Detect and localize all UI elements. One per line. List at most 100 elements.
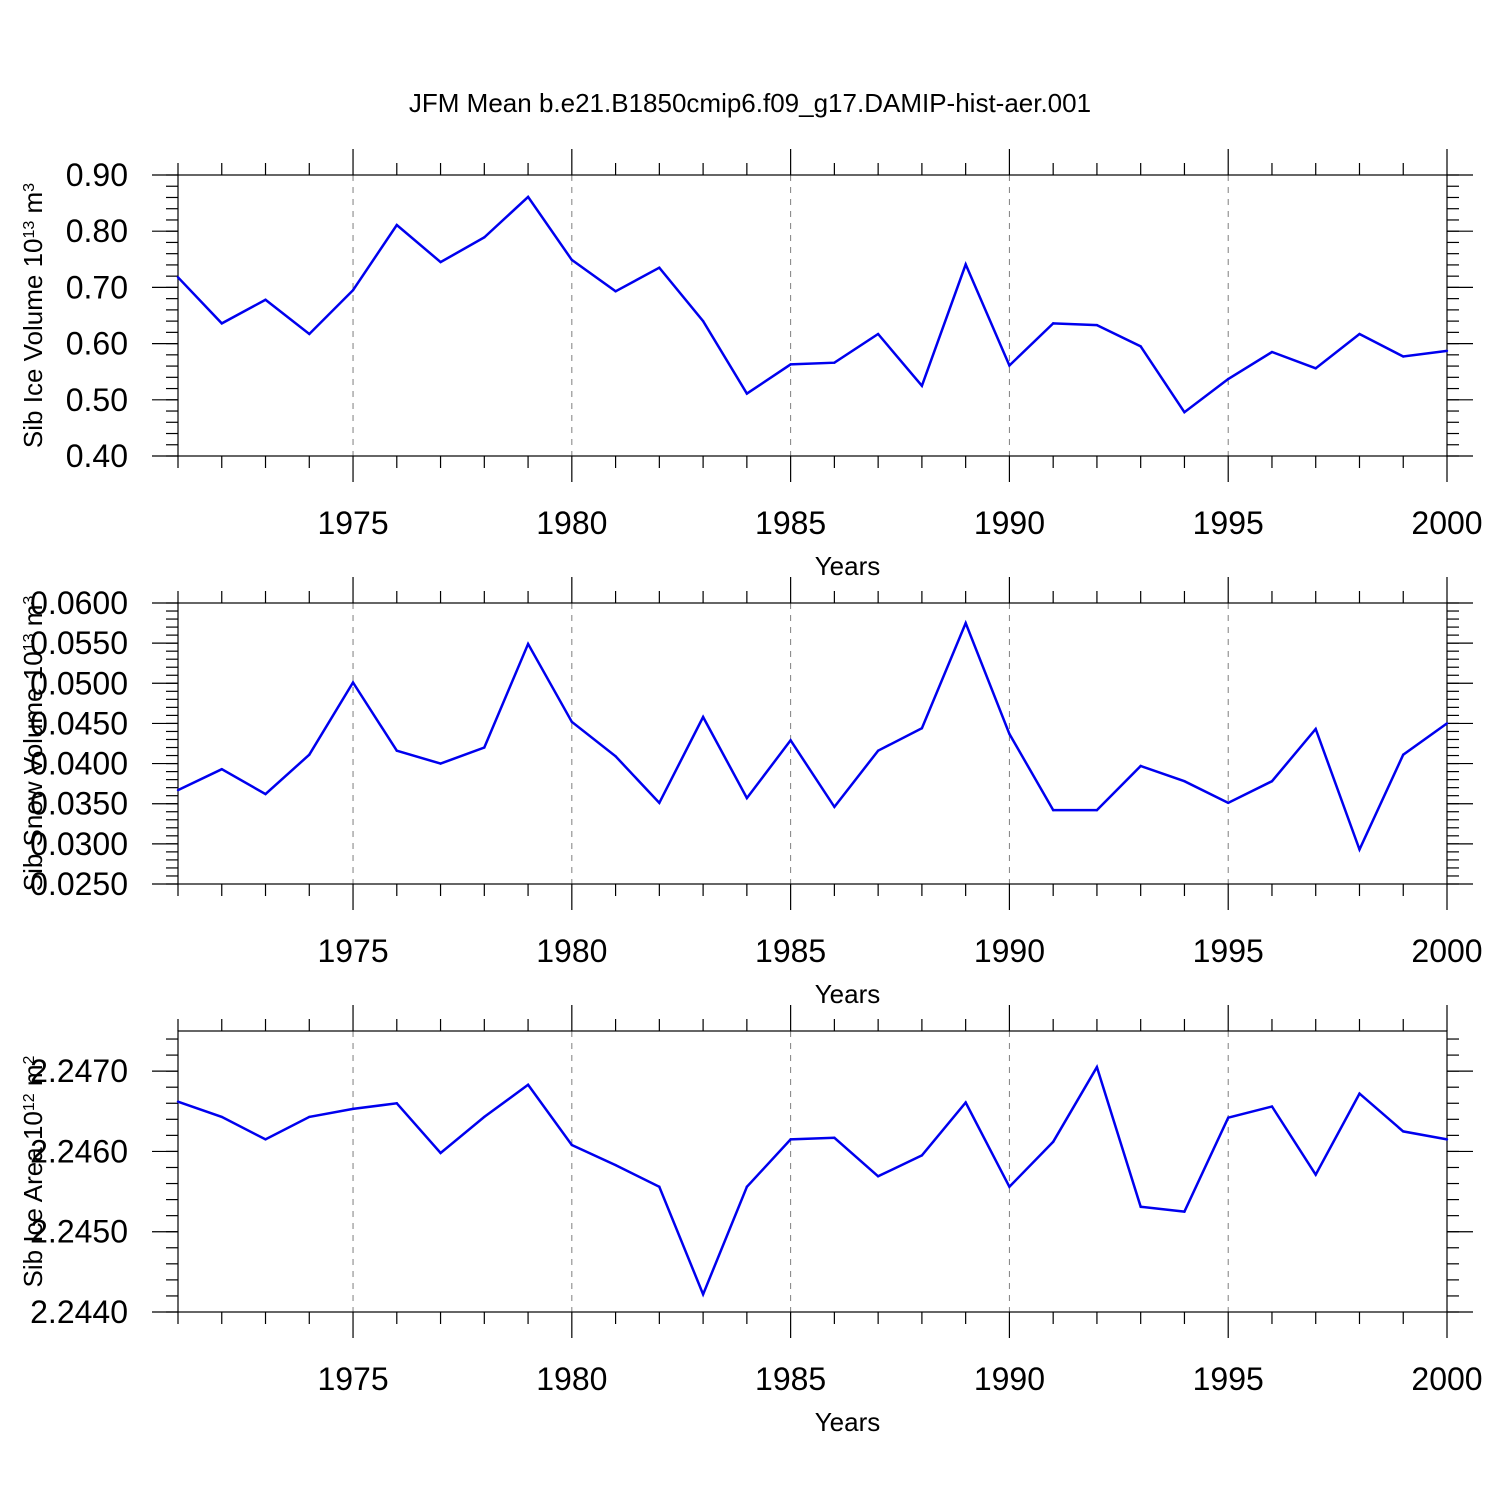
data-point <box>701 715 705 719</box>
data-point <box>1008 1185 1011 1188</box>
y-tick-label: 2.2460 <box>30 1133 128 1169</box>
data-point <box>176 788 180 792</box>
x-tick-label: 1985 <box>755 1361 826 1397</box>
data-point <box>395 1102 398 1105</box>
data-point <box>1051 322 1055 325</box>
data-point <box>264 1138 267 1141</box>
x-tick-label: 1975 <box>317 505 388 541</box>
y-axis-title-superscript: 3 <box>21 596 38 605</box>
x-tick-label: 1995 <box>1193 1361 1264 1397</box>
x-tick-label: 1990 <box>974 1361 1045 1397</box>
data-point <box>1402 753 1405 756</box>
data-point <box>789 739 792 742</box>
data-point <box>964 263 967 266</box>
y-axis-title-superscript: 13 <box>21 221 38 239</box>
data-point <box>876 1175 880 1178</box>
data-point <box>308 1115 311 1119</box>
data-point <box>964 621 967 625</box>
data-point <box>614 755 617 758</box>
series-line <box>177 619 1448 853</box>
data-point <box>920 727 924 730</box>
x-tick-label: 1995 <box>1193 933 1264 969</box>
y-tick-label: 0.0500 <box>30 665 128 701</box>
y-axis-title-text: Sib Ice Volume 10 <box>18 239 48 449</box>
plot-frame <box>177 602 1448 885</box>
plot-frame <box>177 174 1448 457</box>
panels: 1975 1980 1985 1990 1995 2000 0.40 0.50 0.60 0.70… <box>18 149 1483 1437</box>
data-point <box>526 1083 530 1086</box>
x-tick-label: 2000 <box>1411 933 1482 969</box>
data-point <box>1051 1140 1055 1143</box>
data-point <box>1270 780 1274 783</box>
x-tick-label: 1990 <box>974 505 1045 541</box>
y-tick-label: 0.0350 <box>30 786 128 822</box>
x-axis-title: Years <box>815 551 881 581</box>
y-axis-title: Sib Ice Volume 1013 m3 <box>18 183 48 448</box>
panel-3: 1975 1980 1985 1990 1995 2000 2.2440 2.2450 2.24… <box>18 1005 1483 1437</box>
panel-1: 1975 1980 1985 1990 1995 2000 0.40 0.50 0.60 0.70… <box>18 149 1483 581</box>
y-tick-label: 0.70 <box>66 269 128 305</box>
data-point <box>1402 355 1405 358</box>
x-tick-label: 1995 <box>1193 505 1264 541</box>
data-point <box>614 290 617 293</box>
data-point <box>1008 364 1011 367</box>
data-point <box>658 801 661 805</box>
x-tick-label: 1975 <box>317 1361 388 1397</box>
y-axis-title-text: m <box>18 605 48 634</box>
data-point <box>570 720 574 724</box>
data-point <box>745 1185 749 1188</box>
data-point <box>1227 377 1230 381</box>
data-point <box>351 681 355 684</box>
y-tick-label: 0.0400 <box>30 746 128 782</box>
data-point <box>701 319 705 323</box>
x-tick-label: 2000 <box>1411 505 1482 541</box>
x-tick-label: 1980 <box>536 1361 607 1397</box>
data-point <box>745 796 749 800</box>
panel-2: 1975 1980 1985 1990 1995 2000 0.0250 0.0300 0.03… <box>18 577 1483 1009</box>
data-point <box>483 236 486 239</box>
data-point <box>1139 345 1142 348</box>
data-point <box>1227 1116 1230 1119</box>
data-point <box>570 1143 574 1147</box>
y-tick-label: 0.0300 <box>30 826 128 862</box>
data-point <box>1270 1105 1274 1108</box>
data-point <box>876 749 880 752</box>
x-axis-title: Years <box>815 1407 881 1437</box>
x-axis-title: Years <box>815 979 881 1009</box>
y-axis-title-text: m <box>18 192 48 221</box>
data-point <box>1183 1210 1186 1213</box>
data-point <box>658 1185 661 1188</box>
x-tick-label: 2000 <box>1411 1361 1482 1397</box>
data-point <box>1445 1138 1449 1141</box>
data-point <box>1358 332 1361 336</box>
data-point <box>1402 1130 1405 1133</box>
y-tick-label: 0.0550 <box>30 625 128 661</box>
data-point <box>483 746 486 749</box>
data-point <box>483 1115 486 1119</box>
data-point <box>964 1101 967 1104</box>
y-tick-label: 0.60 <box>66 326 128 362</box>
data-point <box>1051 808 1055 812</box>
data-point <box>789 363 792 366</box>
y-axis-title-superscript: 2 <box>21 1055 38 1064</box>
data-point <box>220 322 223 325</box>
data-point <box>1314 727 1317 731</box>
y-axis-title-text: m <box>18 1064 48 1093</box>
x-tick-label: 1980 <box>536 933 607 969</box>
data-point <box>833 361 836 364</box>
x-tick-label: 1985 <box>755 933 826 969</box>
data-point <box>1227 801 1230 805</box>
data-point <box>308 332 311 336</box>
y-axis-title-text: Sib Ice Area 10 <box>18 1111 48 1287</box>
data-point <box>614 1163 617 1167</box>
x-tick-label: 1990 <box>974 933 1045 969</box>
y-axis-title-superscript: 3 <box>21 183 38 192</box>
chart-title: JFM Mean b.e21.B1850cmip6.f09_g17.DAMIP-… <box>409 88 1091 118</box>
data-point <box>1445 722 1449 725</box>
data-point <box>1270 350 1274 354</box>
data-point <box>1008 732 1011 736</box>
data-point <box>176 276 180 279</box>
